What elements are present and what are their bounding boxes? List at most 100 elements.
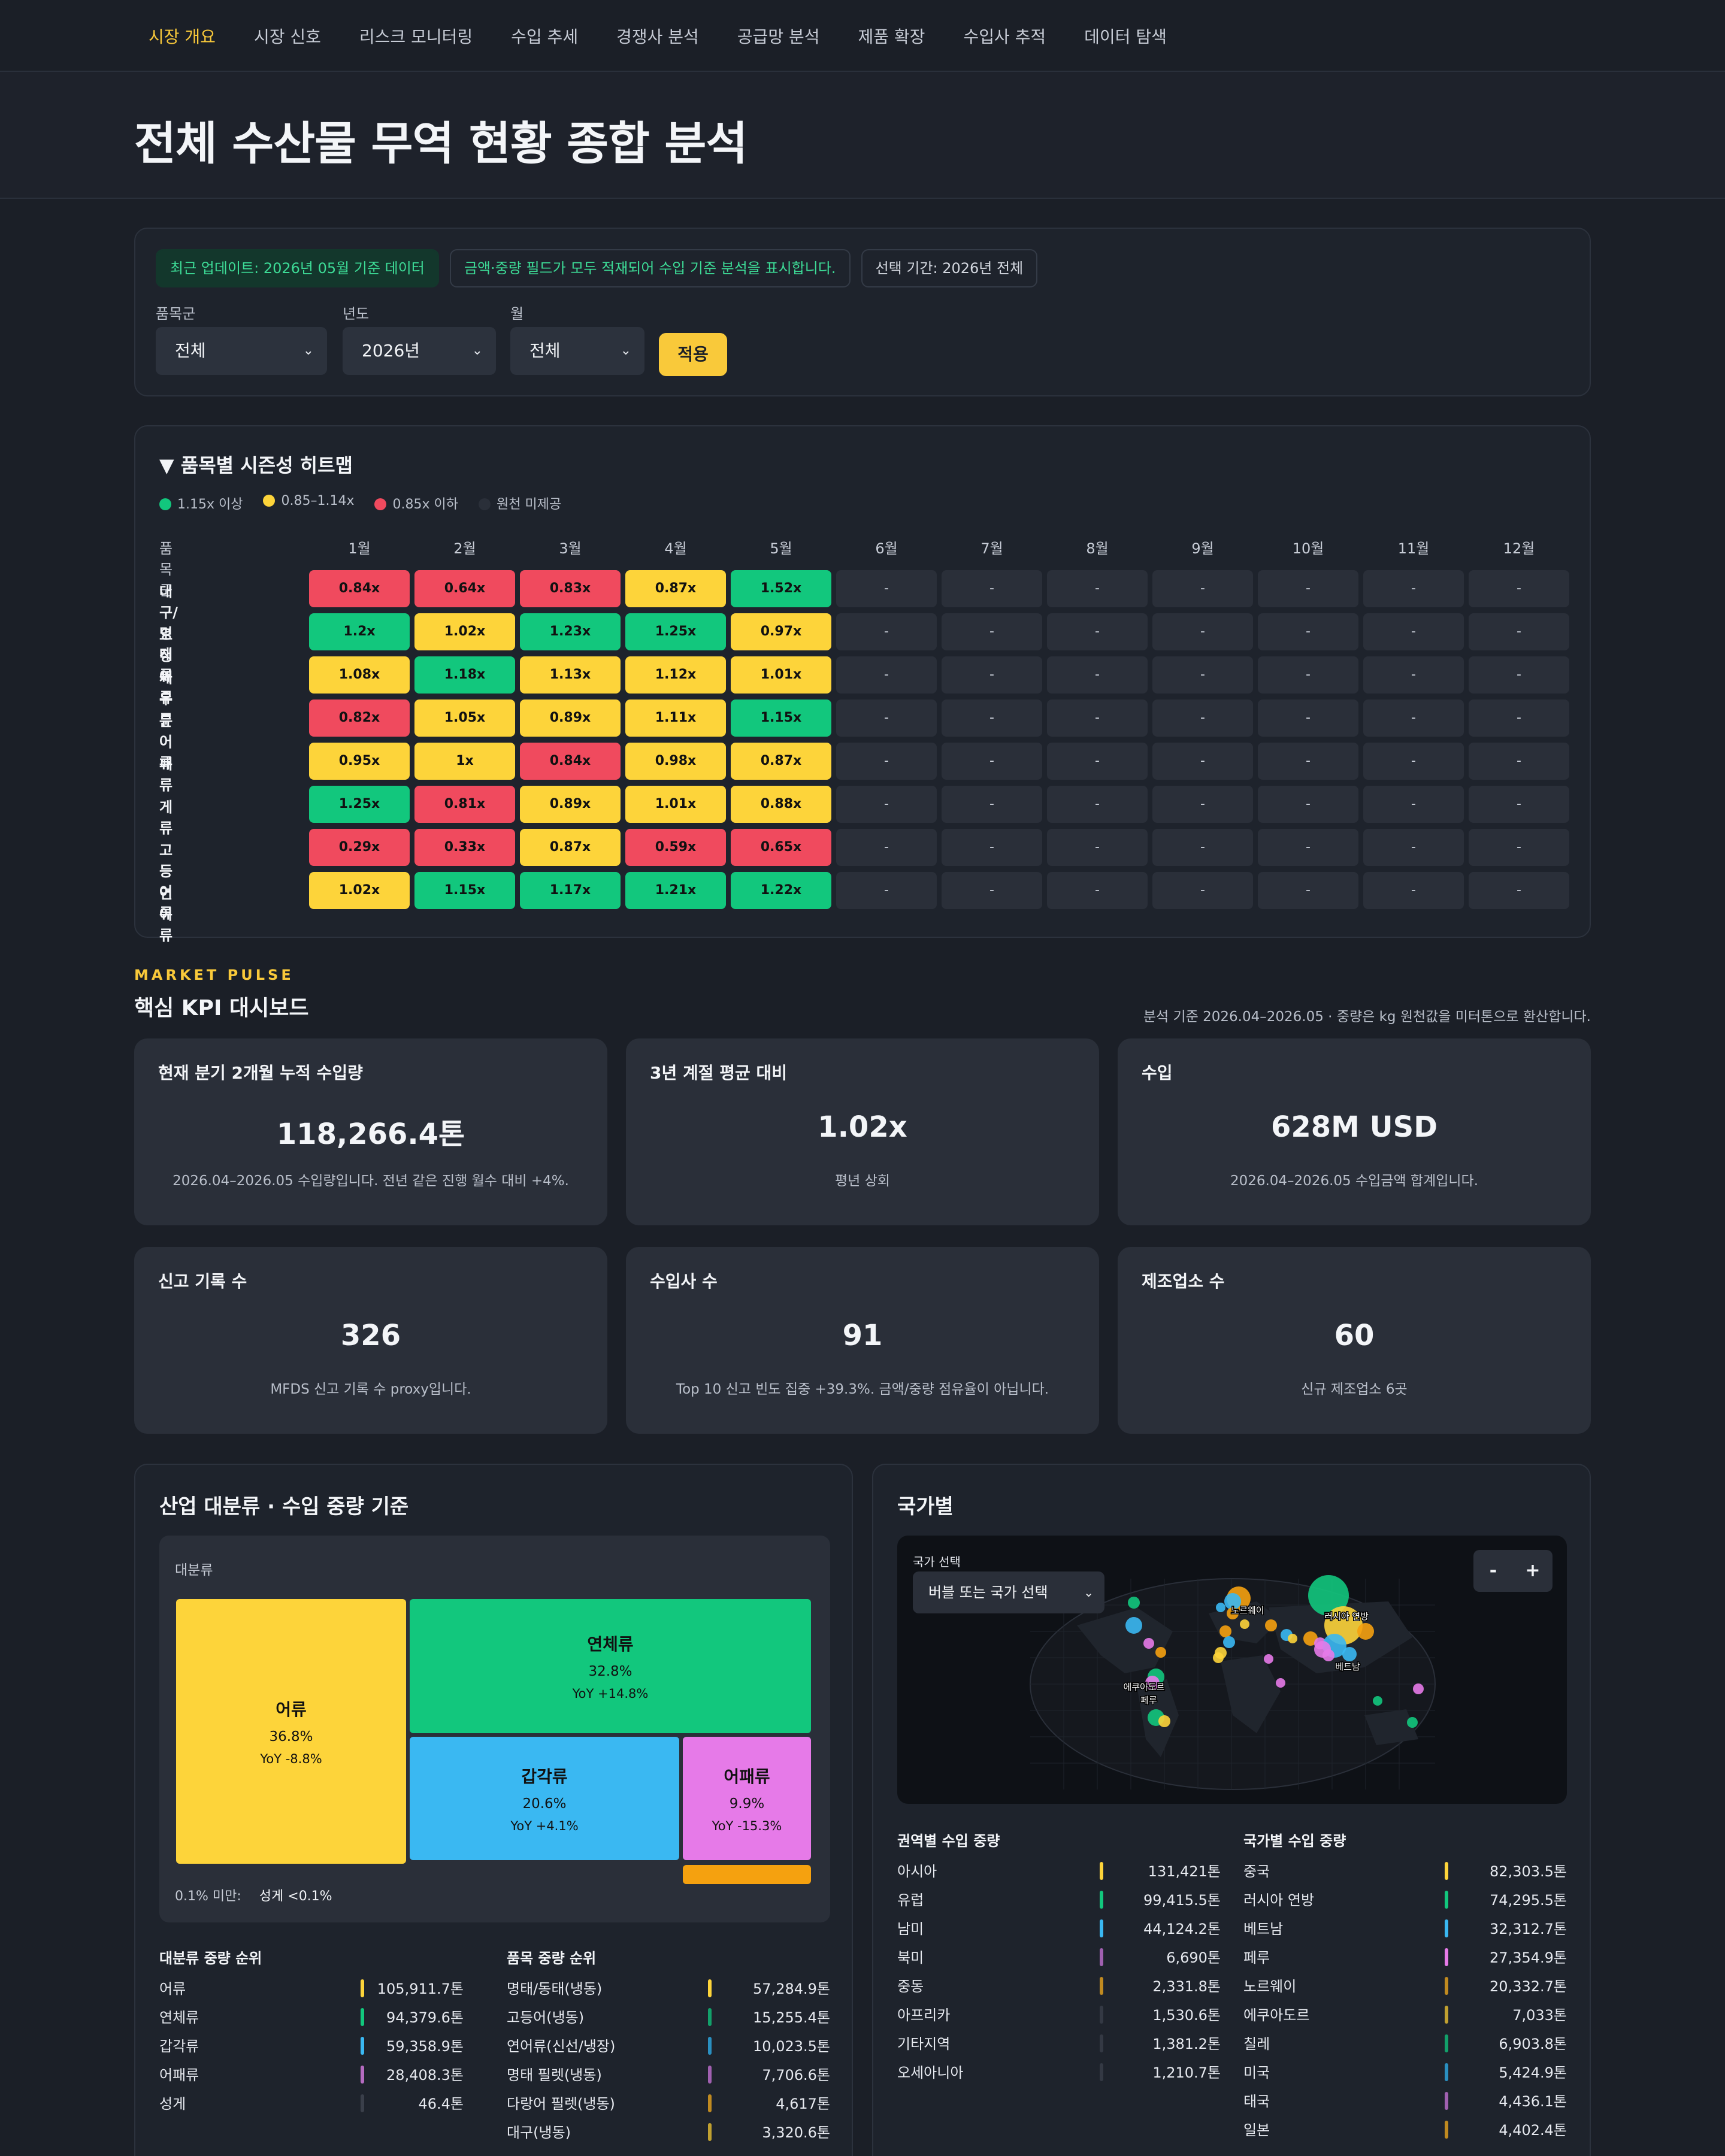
heatmap-cell[interactable]: - xyxy=(1258,786,1358,823)
heatmap-cell[interactable]: - xyxy=(836,872,937,909)
rank-row[interactable]: 칠레 6,903.8톤 xyxy=(1243,2032,1567,2061)
treemap-cell[interactable] xyxy=(683,1865,811,1884)
heatmap-cell[interactable]: - xyxy=(836,570,937,607)
heatmap-cell[interactable]: 0.88x xyxy=(731,786,831,823)
heatmap-cell[interactable]: - xyxy=(942,743,1042,780)
heatmap-cell[interactable]: 0.81x xyxy=(414,786,515,823)
heatmap-cell[interactable]: 1.08x xyxy=(309,656,410,694)
nav-tab[interactable]: 제품 확장 xyxy=(858,27,925,47)
heatmap-cell[interactable]: 1.02x xyxy=(414,613,515,650)
heatmap-cell[interactable]: - xyxy=(1469,570,1569,607)
apply-button[interactable]: 적용 xyxy=(659,333,727,376)
rank-row[interactable]: 러시아 연방 74,295.5톤 xyxy=(1243,1888,1567,1917)
heatmap-cell[interactable]: 1.22x xyxy=(731,872,831,909)
rank-row[interactable]: 기타지역 1,381.2톤 xyxy=(897,2032,1221,2061)
heatmap-cell[interactable]: - xyxy=(1258,656,1358,694)
heatmap-cell[interactable]: 0.59x xyxy=(625,829,726,866)
heatmap-cell[interactable]: 0.89x xyxy=(520,700,621,737)
treemap-cell[interactable]: 어패류 9.9% YoY -15.3% xyxy=(683,1737,811,1860)
rank-row[interactable]: 유럽 99,415.5톤 xyxy=(897,1888,1221,1917)
rank-row[interactable]: 다랑어 필렛(냉동) 4,617톤 xyxy=(507,2092,830,2121)
rank-row[interactable]: 명태 필렛(냉동) 7,706.6톤 xyxy=(507,2063,830,2092)
rank-row[interactable]: 갑각류 59,358.9톤 xyxy=(159,2034,464,2063)
heatmap-cell[interactable]: - xyxy=(1469,700,1569,737)
treemap-cell[interactable]: 갑각류 20.6% YoY +4.1% xyxy=(410,1737,679,1860)
heatmap-cell[interactable]: - xyxy=(1152,829,1253,866)
heatmap-cell[interactable]: - xyxy=(942,656,1042,694)
heatmap-cell[interactable]: - xyxy=(1047,700,1148,737)
heatmap-cell[interactable]: 1.18x xyxy=(414,656,515,694)
heatmap-cell[interactable]: 0.65x xyxy=(731,829,831,866)
rank-row[interactable]: 대구(냉동) 3,320.6톤 xyxy=(507,2121,830,2149)
heatmap-cell[interactable]: 0.95x xyxy=(309,743,410,780)
heatmap-cell[interactable]: - xyxy=(1152,743,1253,780)
heatmap-cell[interactable]: - xyxy=(1469,786,1569,823)
heatmap-cell[interactable]: 0.33x xyxy=(414,829,515,866)
month-select[interactable]: 전체 ⌄ xyxy=(510,327,644,375)
treemap-cell[interactable]: 연체류 32.8% YoY +14.8% xyxy=(410,1599,811,1733)
heatmap-cell[interactable]: 1.11x xyxy=(625,700,726,737)
heatmap-cell[interactable]: - xyxy=(1363,872,1464,909)
heatmap-cell[interactable]: - xyxy=(836,613,937,650)
heatmap-cell[interactable]: - xyxy=(836,700,937,737)
heatmap-cell[interactable]: 0.29x xyxy=(309,829,410,866)
zoom-in-button[interactable]: + xyxy=(1525,1560,1541,1581)
rank-row[interactable]: 성게 46.4톤 xyxy=(159,2092,464,2121)
heatmap-cell[interactable]: 0.89x xyxy=(520,786,621,823)
rank-row[interactable]: 태국 4,436.1톤 xyxy=(1243,2090,1567,2118)
heatmap-cell[interactable]: - xyxy=(942,872,1042,909)
heatmap-cell[interactable]: - xyxy=(1258,743,1358,780)
nav-tab[interactable]: 수입사 추적 xyxy=(963,27,1046,47)
heatmap-cell[interactable]: - xyxy=(836,743,937,780)
heatmap-cell[interactable]: - xyxy=(1047,786,1148,823)
heatmap-cell[interactable]: - xyxy=(1152,656,1253,694)
heatmap-cell[interactable]: 1.21x xyxy=(625,872,726,909)
rank-row[interactable]: 명태/동태(냉동) 57,284.9톤 xyxy=(507,1977,830,2006)
category-select[interactable]: 전체 ⌄ xyxy=(156,327,327,375)
heatmap-cell[interactable]: 0.87x xyxy=(625,570,726,607)
rank-row[interactable]: 페루 27,354.9톤 xyxy=(1243,1946,1567,1975)
rank-row[interactable]: 어패류 28,408.3톤 xyxy=(159,2063,464,2092)
heatmap-cell[interactable]: - xyxy=(1047,872,1148,909)
heatmap-cell[interactable]: - xyxy=(1258,872,1358,909)
heatmap-cell[interactable]: 1.01x xyxy=(625,786,726,823)
heatmap-cell[interactable]: 1.52x xyxy=(731,570,831,607)
nav-tab[interactable]: 경쟁사 분석 xyxy=(616,27,699,47)
rank-row[interactable]: 연체류 94,379.6톤 xyxy=(159,2006,464,2034)
nav-tab[interactable]: 데이터 탐색 xyxy=(1084,27,1167,47)
rank-row[interactable]: 아시아 131,421톤 xyxy=(897,1860,1221,1888)
heatmap-cell[interactable]: 0.83x xyxy=(520,570,621,607)
heatmap-cell[interactable]: - xyxy=(942,786,1042,823)
heatmap-cell[interactable]: - xyxy=(1047,570,1148,607)
heatmap-cell[interactable]: - xyxy=(942,829,1042,866)
heatmap-cell[interactable]: - xyxy=(1258,570,1358,607)
nav-tab[interactable]: 리스크 모니터링 xyxy=(359,27,473,47)
heatmap-cell[interactable]: - xyxy=(1469,613,1569,650)
heatmap-cell[interactable]: - xyxy=(1047,829,1148,866)
year-select[interactable]: 2026년 ⌄ xyxy=(343,327,496,375)
heatmap-cell[interactable]: 0.84x xyxy=(309,570,410,607)
heatmap-cell[interactable]: - xyxy=(1363,700,1464,737)
heatmap-cell[interactable]: 0.97x xyxy=(731,613,831,650)
heatmap-cell[interactable]: - xyxy=(1258,829,1358,866)
heatmap-cell[interactable]: - xyxy=(1047,656,1148,694)
country-select[interactable]: 버블 또는 국가 선택 ⌄ xyxy=(913,1571,1104,1613)
heatmap-cell[interactable]: - xyxy=(1363,786,1464,823)
nav-tab[interactable]: 공급망 분석 xyxy=(737,27,820,47)
heatmap-cell[interactable]: - xyxy=(1469,743,1569,780)
heatmap-cell[interactable]: - xyxy=(1258,700,1358,737)
heatmap-cell[interactable]: 1.23x xyxy=(520,613,621,650)
rank-row[interactable]: 일본 4,402.4톤 xyxy=(1243,2118,1567,2147)
heatmap-cell[interactable]: - xyxy=(836,786,937,823)
treemap-cell[interactable]: 어류 36.8% YoY -8.8% xyxy=(176,1599,406,1864)
heatmap-toggle[interactable]: ▼ 품목별 시즌성 히트맵 xyxy=(159,454,353,477)
heatmap-cell[interactable]: - xyxy=(1469,829,1569,866)
heatmap-cell[interactable]: 1.12x xyxy=(625,656,726,694)
heatmap-cell[interactable]: - xyxy=(1047,743,1148,780)
heatmap-cell[interactable]: - xyxy=(1047,613,1148,650)
rank-row[interactable]: 미국 5,424.9톤 xyxy=(1243,2061,1567,2090)
heatmap-cell[interactable]: - xyxy=(1152,872,1253,909)
heatmap-cell[interactable]: - xyxy=(942,570,1042,607)
heatmap-cell[interactable]: 0.87x xyxy=(520,829,621,866)
heatmap-cell[interactable]: 1.01x xyxy=(731,656,831,694)
